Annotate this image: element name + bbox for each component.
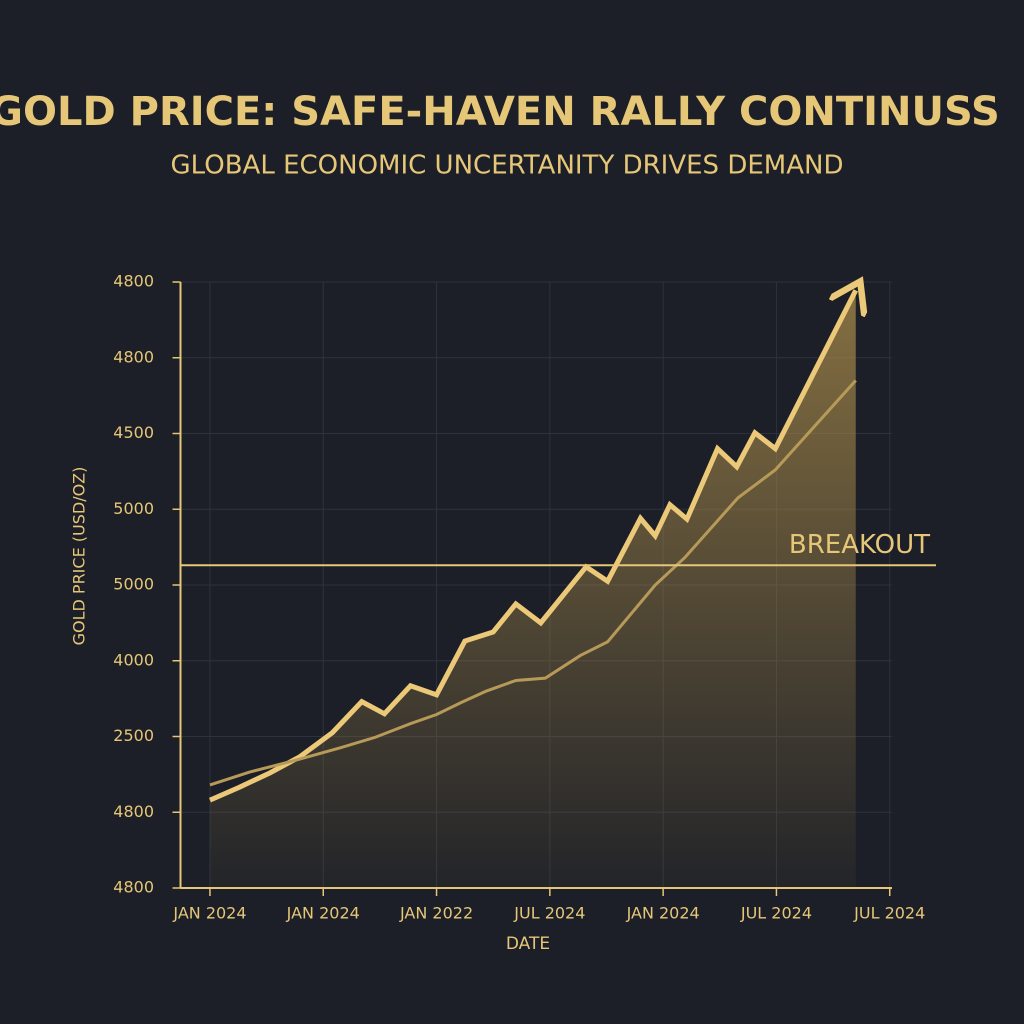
chart-title: GOLD PRICE: SAFE-HAVEN RALLY CONTINUSS [0,89,1000,135]
x-tick-label: JUL 2024 [740,904,812,923]
breakout-label: BREAKOUT [789,530,930,560]
y-axis-label: GOLD PRICE (USD/OZ) [70,467,89,646]
y-tick-label: 4800 [113,347,154,366]
x-axis-label: DATE [506,934,550,954]
x-tick-label: JAN 2024 [286,904,360,923]
line [208,290,856,803]
x-tick-label: JAN 2024 [626,904,700,923]
x-tick-label: JAN 2024 [172,904,246,923]
x-tick-label: JUL 2024 [853,904,925,923]
y-tick-label: 4800 [113,878,154,897]
y-tick-label: 4800 [113,272,154,291]
y-tick-label: 4000 [113,650,154,669]
y-tick-label: 5000 [113,575,154,594]
y-tick-label: 5000 [113,499,154,518]
line [209,379,857,787]
y-tick-label: 4800 [113,802,154,821]
x-tick-label: JAN 2022 [399,904,473,923]
chart-subtitle: GLOBAL ECONOMIC UNCERTANITY DRIVES DEMAN… [171,151,844,181]
y-tick-label: 4500 [113,423,154,442]
x-tick-label: JUL 2024 [513,904,585,923]
plot: 4800 4800 2500 4000 5000 5000 4500 4800 4800 JAN … [113,272,936,923]
y-tick-label: 2500 [113,726,154,745]
